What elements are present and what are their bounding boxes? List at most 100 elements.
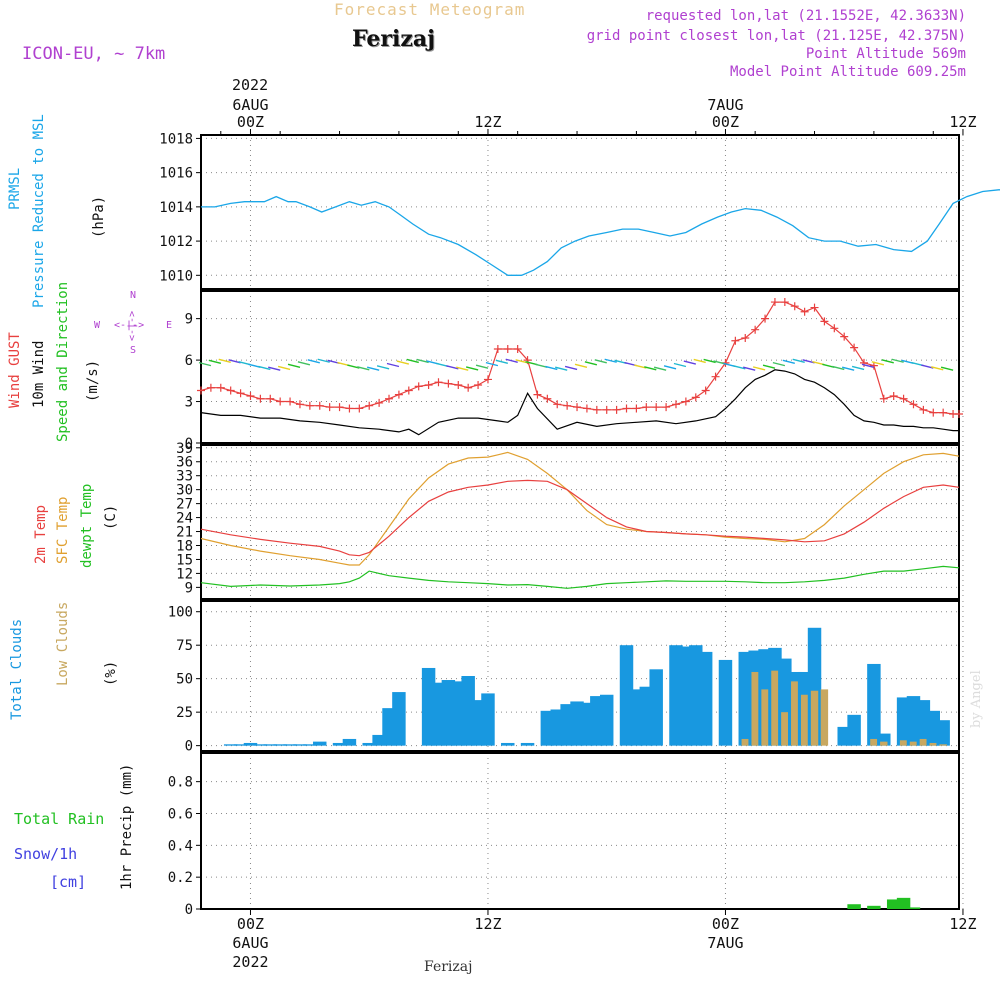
precip-ytick-label: 0.2 bbox=[168, 870, 193, 886]
temp-panel-frame bbox=[200, 444, 960, 600]
precip-ytick-label: 0 bbox=[185, 902, 193, 918]
compass-east: E bbox=[166, 320, 173, 331]
temp-ytick-label: 36 bbox=[176, 455, 193, 471]
gust-point bbox=[315, 401, 324, 410]
wind-direction-arrow bbox=[673, 362, 687, 368]
wind-direction-arrow bbox=[277, 365, 291, 371]
gust-point bbox=[701, 386, 710, 395]
total-cloud-bar bbox=[718, 659, 733, 746]
snow-unit-label: [cm] bbox=[50, 873, 87, 891]
wind-direction-arrow bbox=[792, 358, 805, 363]
gust-point bbox=[444, 379, 453, 388]
gust-point bbox=[761, 314, 770, 323]
gust-point bbox=[652, 403, 661, 412]
bottom-hour-label: 12Z bbox=[474, 915, 501, 933]
wind-direction-arrow bbox=[683, 360, 697, 365]
footer-location: Ferizaj bbox=[424, 959, 473, 975]
gust-point bbox=[602, 405, 611, 414]
total-cloud-bar bbox=[847, 714, 861, 746]
compass-south: S bbox=[130, 345, 137, 356]
wind-direction-arrow bbox=[307, 359, 320, 364]
low-cloud-bar bbox=[880, 741, 888, 746]
wind-direction-arrow bbox=[297, 361, 311, 366]
low-cloud-bar bbox=[919, 738, 928, 746]
total-cloud-bar bbox=[867, 663, 881, 746]
gust-point bbox=[404, 386, 413, 395]
total-cloud-bar bbox=[223, 744, 238, 746]
requested-coords: requested lon,lat (21.1552E, 42.3633N) bbox=[645, 8, 966, 24]
gust-point bbox=[236, 389, 245, 398]
pressure-panel-frame bbox=[200, 134, 960, 290]
gust-point bbox=[955, 409, 963, 418]
precip-ytick-label: 0.8 bbox=[168, 775, 193, 791]
low-cloud-bar bbox=[771, 670, 779, 746]
wind-direction-arrow bbox=[555, 366, 568, 371]
rain-bar bbox=[906, 907, 921, 909]
low-cloud-bar bbox=[761, 689, 769, 746]
top-hour-label: 12Z bbox=[949, 113, 976, 131]
snow-label: Snow/1h bbox=[14, 845, 78, 863]
model-label: ICON-EU, ~ 7km bbox=[22, 44, 166, 64]
gust-point bbox=[731, 336, 740, 345]
gust-point bbox=[840, 332, 849, 341]
wind-direction-arrow bbox=[663, 365, 677, 370]
wind-direction-arrow bbox=[594, 359, 607, 364]
wind-direction-arrow bbox=[367, 366, 380, 371]
gust-point bbox=[681, 397, 690, 406]
wind-panel-frame bbox=[200, 290, 960, 444]
wind-direction-arrow bbox=[653, 366, 667, 371]
wind-direction-arrow bbox=[584, 361, 598, 366]
wind-direction-arrow bbox=[317, 358, 330, 363]
gust-point bbox=[790, 302, 799, 311]
wind-direction-arrow bbox=[752, 366, 766, 371]
gust-point bbox=[632, 404, 641, 413]
total-cloud-bar bbox=[362, 742, 376, 746]
low-cloud-bar bbox=[741, 738, 749, 746]
wind-direction-arrow bbox=[545, 365, 558, 371]
wind-direction-arrow bbox=[258, 365, 271, 371]
total-cloud-bar bbox=[332, 742, 347, 746]
gust-point bbox=[592, 405, 601, 414]
wind-direction-arrow bbox=[772, 361, 786, 367]
gust-point bbox=[780, 298, 789, 307]
sfc-temp-line bbox=[200, 451, 960, 566]
gust-point bbox=[671, 400, 680, 409]
total-cloud-bar bbox=[599, 694, 614, 746]
wind-direction-arrow bbox=[762, 364, 776, 369]
temp-ytick-label: 21 bbox=[176, 525, 193, 541]
gust-point bbox=[493, 345, 502, 354]
gust-point bbox=[375, 398, 384, 407]
clouds-ytick-label: 50 bbox=[176, 672, 193, 688]
gust-point bbox=[612, 405, 621, 414]
gust-point bbox=[919, 405, 928, 414]
total-cloud-bar bbox=[313, 741, 327, 746]
gust-point bbox=[711, 372, 720, 381]
rain-bar bbox=[886, 899, 901, 909]
wind-direction-arrow bbox=[406, 358, 419, 364]
wind-direction-arrow bbox=[891, 358, 904, 363]
wind-direction-arrow bbox=[416, 358, 429, 364]
gust-point bbox=[295, 400, 304, 409]
low-cloud-bar bbox=[909, 741, 918, 746]
low-cloud-bar bbox=[791, 681, 799, 746]
pressure-ytick-label: 1018 bbox=[159, 131, 193, 147]
gust-point bbox=[394, 390, 403, 399]
total-cloud-bar bbox=[283, 744, 297, 746]
wind-direction-arrow bbox=[505, 358, 518, 363]
gust-point bbox=[899, 394, 908, 403]
low-cloud-bar bbox=[810, 690, 819, 746]
bottom-year-label: 2022 bbox=[232, 953, 268, 971]
low-cloud-bar bbox=[870, 738, 878, 746]
wind-direction-arrow bbox=[604, 358, 617, 363]
model-altitude: Model Point Altitude 609.25m bbox=[729, 64, 966, 80]
wind-direction-arrow bbox=[693, 358, 706, 364]
wind-direction-arrow bbox=[574, 363, 588, 369]
wind-direction-arrow bbox=[198, 361, 212, 367]
wind-direction-arrow bbox=[386, 362, 400, 368]
temp-ytick-label: 24 bbox=[176, 511, 193, 527]
gust-point bbox=[414, 382, 423, 391]
gust-point bbox=[622, 404, 631, 413]
gust-point bbox=[266, 394, 275, 403]
precip-ytick-label: 0.4 bbox=[168, 838, 193, 854]
top-hour-label: 12Z bbox=[474, 113, 501, 131]
